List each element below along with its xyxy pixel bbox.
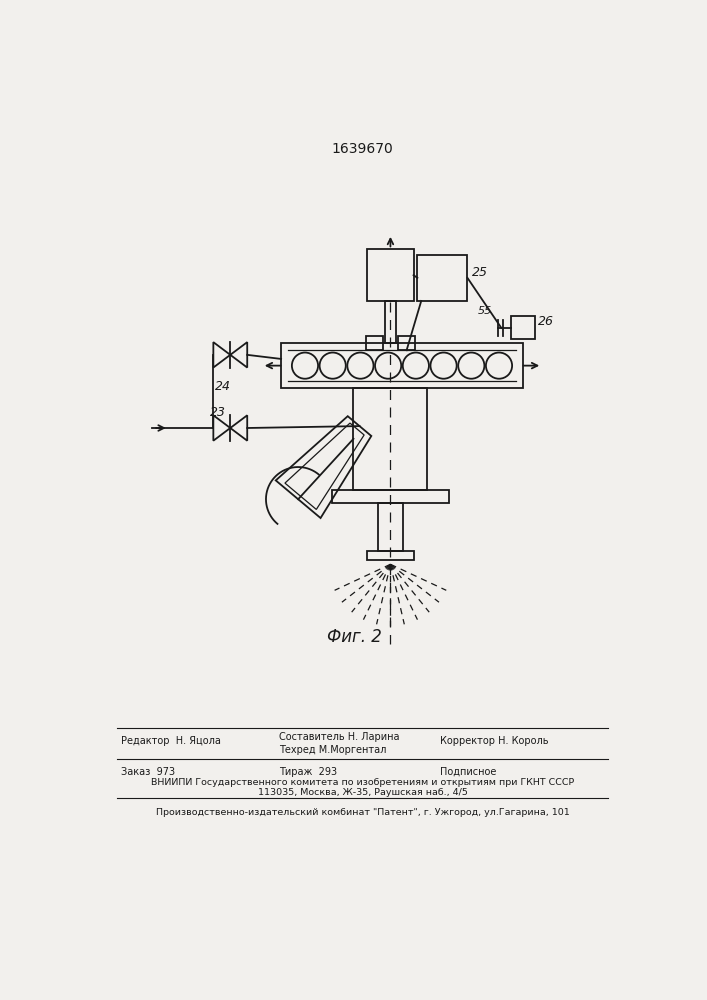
Text: 113035, Москва, Ж-35, Раушская наб., 4/5: 113035, Москва, Ж-35, Раушская наб., 4/5 [258, 788, 467, 797]
Bar [368, 249, 414, 301]
Text: Тираж  293: Тираж 293 [279, 767, 337, 777]
Text: Заказ  973: Заказ 973 [121, 767, 175, 777]
Text: 1639670: 1639670 [332, 142, 394, 156]
Bar [417, 255, 467, 301]
Bar [378, 503, 403, 551]
Text: Подписное: Подписное [440, 767, 497, 777]
Text: Редактор  Н. Яцола: Редактор Н. Яцола [121, 736, 221, 746]
Text: Корректор Н. Король: Корректор Н. Король [440, 736, 549, 746]
Bar [354, 388, 428, 490]
Bar [385, 301, 396, 343]
Text: 24: 24 [215, 380, 230, 393]
Bar [510, 316, 535, 339]
Text: Техред М.Моргентал: Техред М.Моргентал [279, 745, 386, 755]
Text: ВНИИПИ Государственного комитета по изобретениям и открытиям при ГКНТ СССР: ВНИИПИ Государственного комитета по изоб… [151, 778, 574, 787]
Text: 55: 55 [477, 306, 491, 316]
Text: 25: 25 [472, 266, 488, 279]
Text: 26: 26 [538, 315, 554, 328]
Text: Составитель Н. Ларина: Составитель Н. Ларина [279, 732, 399, 742]
Bar [332, 490, 449, 503]
Bar [366, 336, 382, 350]
Bar [368, 551, 414, 560]
Bar [281, 343, 523, 388]
Text: Фиг. 2: Фиг. 2 [327, 628, 382, 646]
Bar [398, 336, 415, 350]
Text: 23: 23 [209, 406, 226, 419]
Text: Производственно-издательский комбинат "Патент", г. Ужгород, ул.Гагарина, 101: Производственно-издательский комбинат "П… [156, 808, 570, 817]
